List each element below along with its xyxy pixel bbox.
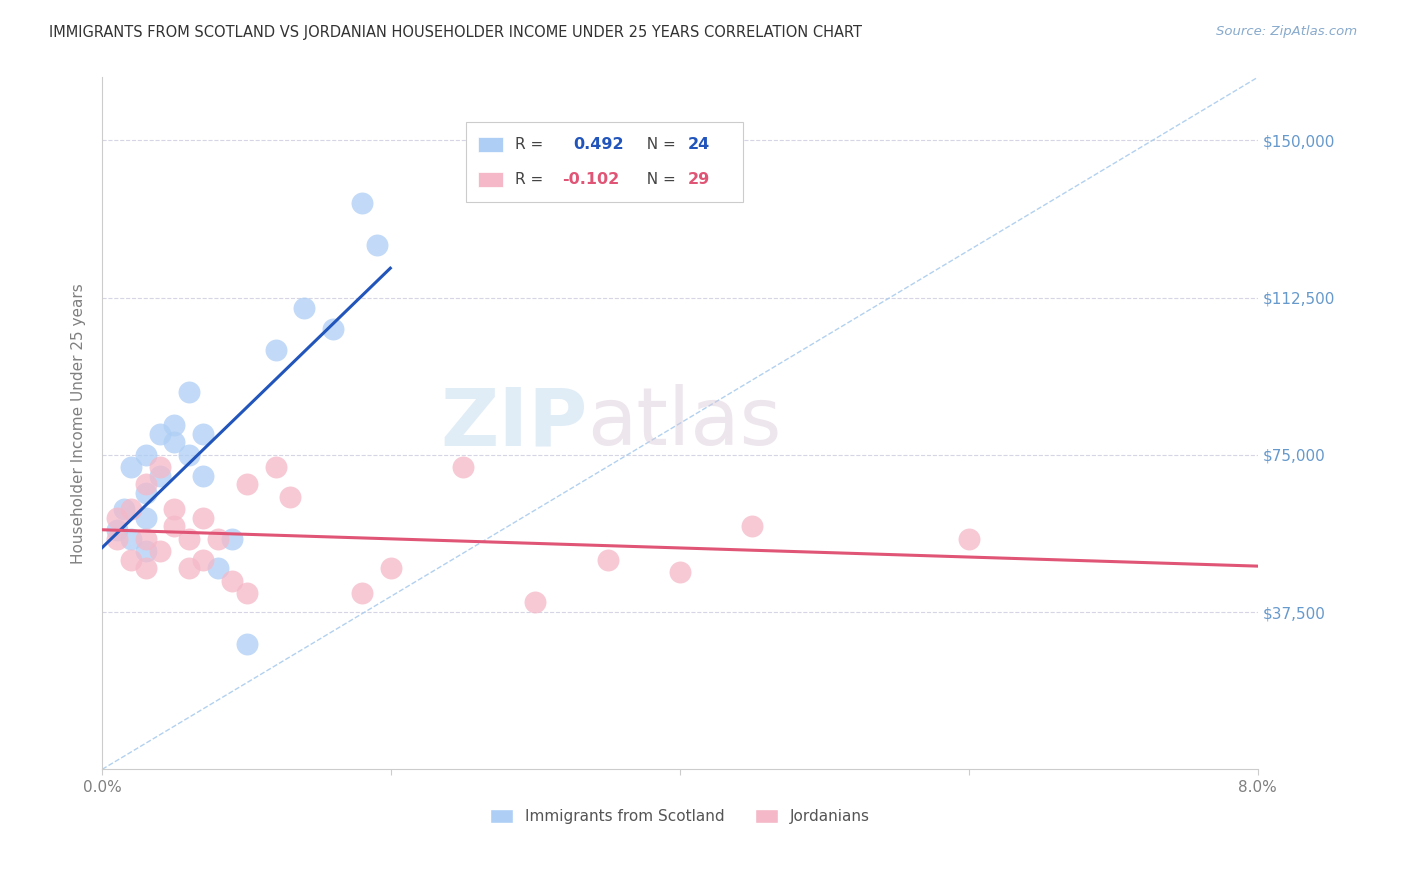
Point: [235, 636, 257, 650]
Point: [135, 544, 157, 558]
Text: R =: R =: [515, 137, 553, 152]
Point: [177, 448, 200, 462]
Point: [163, 519, 186, 533]
Point: [177, 532, 200, 546]
Point: [292, 301, 315, 315]
Point: [278, 490, 301, 504]
Point: [193, 426, 215, 441]
Point: [235, 477, 257, 491]
Text: 0.492: 0.492: [574, 137, 624, 152]
Point: [177, 561, 200, 575]
Text: 24: 24: [688, 137, 710, 152]
Point: [207, 532, 229, 546]
Text: atlas: atlas: [588, 384, 782, 462]
Text: -0.102: -0.102: [562, 171, 619, 186]
Point: [135, 561, 157, 575]
Point: [264, 343, 287, 357]
Point: [524, 594, 547, 608]
FancyBboxPatch shape: [467, 122, 744, 202]
Point: [207, 561, 229, 575]
Point: [105, 524, 128, 538]
Point: [177, 384, 200, 399]
Point: [596, 552, 619, 566]
Point: [135, 510, 157, 524]
Point: [235, 586, 257, 600]
FancyBboxPatch shape: [478, 171, 503, 186]
Point: [120, 552, 142, 566]
Point: [322, 322, 344, 336]
Text: 29: 29: [688, 171, 710, 186]
Text: R =: R =: [515, 171, 548, 186]
Point: [120, 502, 142, 516]
Point: [135, 532, 157, 546]
Point: [221, 574, 243, 588]
Text: ZIP: ZIP: [440, 384, 588, 462]
Point: [149, 460, 172, 475]
Point: [149, 426, 172, 441]
Point: [149, 468, 172, 483]
FancyBboxPatch shape: [478, 137, 503, 153]
Point: [105, 510, 128, 524]
Point: [741, 519, 763, 533]
Point: [366, 238, 388, 252]
Point: [105, 532, 128, 546]
Point: [163, 435, 186, 450]
Point: [193, 552, 215, 566]
Text: IMMIGRANTS FROM SCOTLAND VS JORDANIAN HOUSEHOLDER INCOME UNDER 25 YEARS CORRELAT: IMMIGRANTS FROM SCOTLAND VS JORDANIAN HO…: [49, 25, 862, 40]
Point: [193, 510, 215, 524]
Point: [451, 460, 474, 475]
Point: [221, 532, 243, 546]
Point: [352, 196, 374, 211]
Point: [135, 477, 157, 491]
Point: [120, 460, 142, 475]
Point: [380, 561, 402, 575]
Text: Source: ZipAtlas.com: Source: ZipAtlas.com: [1216, 25, 1357, 38]
Point: [264, 460, 287, 475]
Text: N =: N =: [637, 137, 681, 152]
Point: [193, 468, 215, 483]
Point: [957, 532, 980, 546]
Y-axis label: Householder Income Under 25 years: Householder Income Under 25 years: [72, 283, 86, 564]
Point: [149, 544, 172, 558]
Point: [120, 532, 142, 546]
Text: N =: N =: [637, 171, 681, 186]
Legend: Immigrants from Scotland, Jordanians: Immigrants from Scotland, Jordanians: [489, 809, 870, 824]
Point: [135, 448, 157, 462]
Point: [669, 566, 692, 580]
Point: [163, 418, 186, 433]
Point: [112, 502, 135, 516]
Point: [135, 485, 157, 500]
Point: [163, 502, 186, 516]
Point: [352, 586, 374, 600]
